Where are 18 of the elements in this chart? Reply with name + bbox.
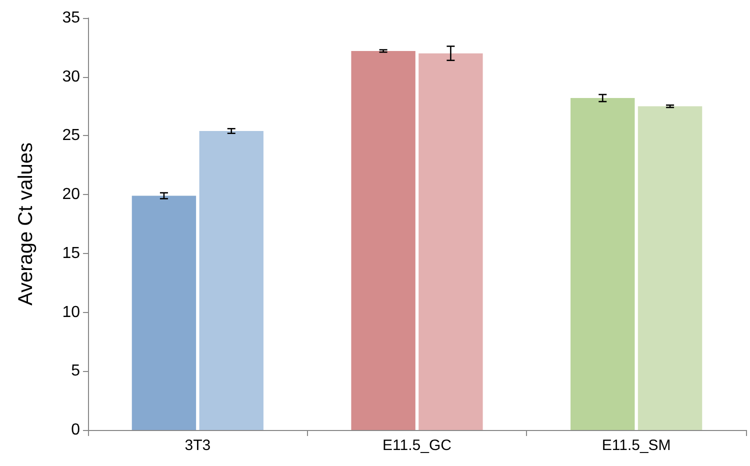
bar <box>638 106 702 430</box>
bar <box>199 131 264 430</box>
bar <box>132 196 196 430</box>
bar <box>351 50 416 430</box>
y-tick-label: 0 <box>71 422 80 438</box>
y-tick-label: 25 <box>62 127 80 144</box>
y-axis-title: Average Ct values <box>15 142 37 306</box>
x-tick-label: E11.5_SM <box>602 437 671 454</box>
y-tick-label: 15 <box>62 244 80 262</box>
x-tick-label: 3T3 <box>184 437 211 454</box>
y-tick-label: 20 <box>62 186 80 204</box>
y-tick-label: 35 <box>62 10 80 26</box>
bar <box>418 53 483 430</box>
y-tick-label: 5 <box>71 362 80 380</box>
y-tick-label: 10 <box>62 304 80 321</box>
x-tick-label: E11.5_GC <box>382 437 452 454</box>
bar <box>570 98 635 430</box>
y-tick-label: 30 <box>62 68 80 86</box>
